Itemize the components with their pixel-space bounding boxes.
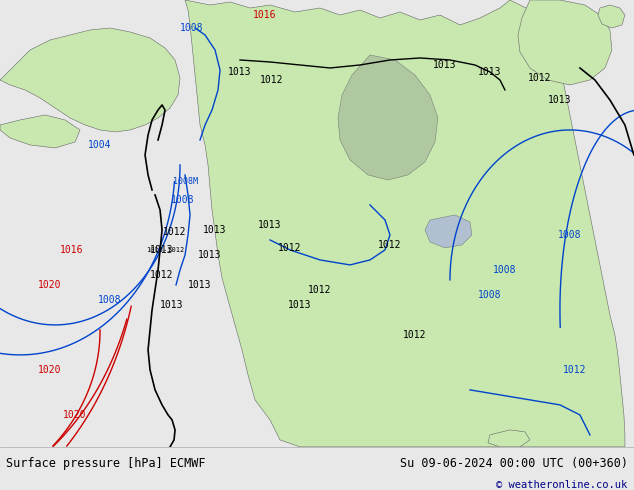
Text: 1020: 1020 (63, 410, 87, 420)
Text: 1008: 1008 (180, 23, 204, 33)
Text: 1013: 1013 (228, 67, 252, 77)
Text: 1008: 1008 (493, 265, 517, 275)
Text: 1013: 1013 (478, 67, 501, 77)
Text: 1008M: 1008M (172, 177, 198, 187)
Text: 1020: 1020 (38, 280, 62, 290)
Polygon shape (425, 215, 472, 248)
Text: 1013-1012: 1013-1012 (146, 247, 184, 253)
Text: 1013: 1013 (548, 95, 572, 105)
Text: 1012: 1012 (308, 285, 332, 295)
Text: 1013: 1013 (204, 225, 227, 235)
Text: 1004: 1004 (88, 140, 112, 150)
Text: 1016: 1016 (60, 245, 84, 255)
Text: © weatheronline.co.uk: © weatheronline.co.uk (496, 480, 628, 490)
Text: 1012: 1012 (403, 330, 427, 340)
Polygon shape (0, 28, 180, 132)
Text: 1008: 1008 (558, 230, 581, 240)
Text: 1013: 1013 (150, 245, 174, 255)
Text: Su 09-06-2024 00:00 UTC (00+360): Su 09-06-2024 00:00 UTC (00+360) (399, 457, 628, 470)
Polygon shape (0, 115, 80, 148)
Text: 1012: 1012 (528, 73, 552, 83)
Text: 1012: 1012 (278, 243, 302, 253)
Text: 1013: 1013 (258, 220, 281, 230)
Text: 1012: 1012 (164, 227, 187, 237)
Text: 1012: 1012 (261, 75, 284, 85)
Text: Surface pressure [hPa] ECMWF: Surface pressure [hPa] ECMWF (6, 457, 206, 470)
Polygon shape (598, 5, 625, 28)
Text: 1012: 1012 (563, 365, 586, 375)
Text: 1008: 1008 (98, 295, 122, 305)
Text: 1013: 1013 (288, 300, 312, 310)
Text: 1013: 1013 (160, 300, 184, 310)
Polygon shape (488, 430, 530, 447)
Text: 1012: 1012 (150, 270, 174, 280)
Text: 1013: 1013 (198, 250, 222, 260)
Text: 1013: 1013 (433, 60, 456, 70)
Text: 1016: 1016 (253, 10, 277, 20)
Text: 1013: 1013 (188, 280, 212, 290)
Polygon shape (518, 0, 612, 85)
Text: 1020: 1020 (38, 365, 62, 375)
Polygon shape (185, 0, 625, 447)
Text: 1008: 1008 (171, 195, 195, 205)
Text: 1008: 1008 (478, 290, 501, 300)
Polygon shape (338, 55, 438, 180)
Text: 1012: 1012 (378, 240, 402, 250)
